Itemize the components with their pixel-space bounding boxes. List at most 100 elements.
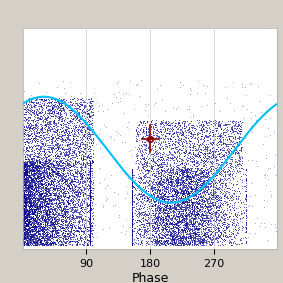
Point	[43, 243, 48, 247]
Point	[32, 171, 37, 176]
Point	[33, 190, 37, 194]
Point	[158, 141, 163, 145]
Point	[140, 174, 145, 178]
Point	[39, 173, 44, 177]
Point	[130, 215, 135, 219]
Point	[180, 167, 185, 172]
Point	[175, 213, 179, 218]
Point	[69, 193, 73, 198]
Point	[61, 228, 65, 232]
Point	[35, 164, 40, 169]
Point	[202, 170, 207, 174]
Point	[206, 170, 211, 175]
Point	[176, 207, 181, 211]
Point	[211, 140, 215, 145]
Point	[40, 110, 44, 115]
Point	[159, 234, 164, 239]
Point	[41, 173, 46, 178]
Point	[73, 152, 77, 156]
Point	[207, 210, 211, 214]
Point	[136, 212, 141, 216]
Point	[22, 167, 27, 172]
Point	[171, 241, 176, 246]
Point	[184, 188, 189, 192]
Point	[153, 239, 158, 244]
Point	[190, 201, 194, 206]
Point	[26, 210, 31, 215]
Point	[196, 241, 201, 245]
Point	[165, 228, 170, 233]
Point	[79, 113, 84, 118]
Point	[155, 196, 160, 201]
Point	[83, 132, 87, 136]
Point	[58, 240, 63, 244]
Point	[217, 122, 221, 127]
Point	[188, 217, 192, 221]
Point	[142, 155, 146, 159]
Point	[49, 179, 53, 183]
Point	[68, 156, 72, 161]
Point	[157, 204, 161, 209]
Point	[67, 162, 71, 167]
Point	[196, 192, 201, 197]
Point	[43, 109, 47, 113]
Point	[30, 97, 34, 102]
Point	[163, 222, 167, 227]
Point	[153, 180, 158, 185]
Point	[63, 182, 68, 186]
Point	[59, 183, 64, 188]
Point	[55, 115, 59, 120]
Point	[173, 150, 177, 154]
Point	[153, 239, 157, 243]
Point	[171, 238, 176, 243]
Point	[37, 222, 42, 227]
Point	[142, 140, 146, 144]
Point	[29, 168, 33, 172]
Point	[182, 181, 186, 185]
Point	[176, 127, 180, 131]
Point	[187, 228, 192, 232]
Point	[68, 198, 73, 203]
Point	[60, 116, 65, 120]
Point	[22, 172, 26, 176]
Point	[231, 205, 236, 209]
Point	[147, 194, 151, 199]
Point	[34, 169, 39, 174]
Point	[134, 196, 139, 200]
Point	[43, 214, 47, 219]
Point	[26, 185, 31, 189]
Point	[28, 235, 33, 240]
Point	[83, 235, 87, 240]
Point	[234, 143, 239, 148]
Point	[152, 185, 156, 189]
Point	[52, 224, 56, 229]
Point	[46, 115, 50, 119]
Point	[231, 145, 236, 149]
Point	[59, 189, 63, 194]
Point	[142, 196, 147, 201]
Point	[154, 242, 158, 247]
Point	[168, 212, 173, 217]
Point	[185, 143, 189, 147]
Point	[38, 206, 42, 211]
Point	[22, 194, 27, 199]
Point	[69, 186, 73, 190]
Point	[27, 208, 31, 213]
Point	[38, 201, 43, 205]
Point	[206, 220, 210, 224]
Point	[44, 160, 49, 165]
Point	[205, 144, 209, 148]
Point	[55, 187, 59, 192]
Point	[196, 199, 200, 203]
Point	[29, 161, 34, 165]
Point	[216, 145, 220, 149]
Point	[205, 159, 210, 163]
Point	[163, 185, 168, 189]
Point	[62, 177, 66, 181]
Point	[177, 174, 181, 178]
Point	[200, 233, 205, 238]
Point	[74, 111, 79, 115]
Point	[79, 97, 84, 101]
Point	[51, 191, 55, 196]
Point	[50, 215, 55, 220]
